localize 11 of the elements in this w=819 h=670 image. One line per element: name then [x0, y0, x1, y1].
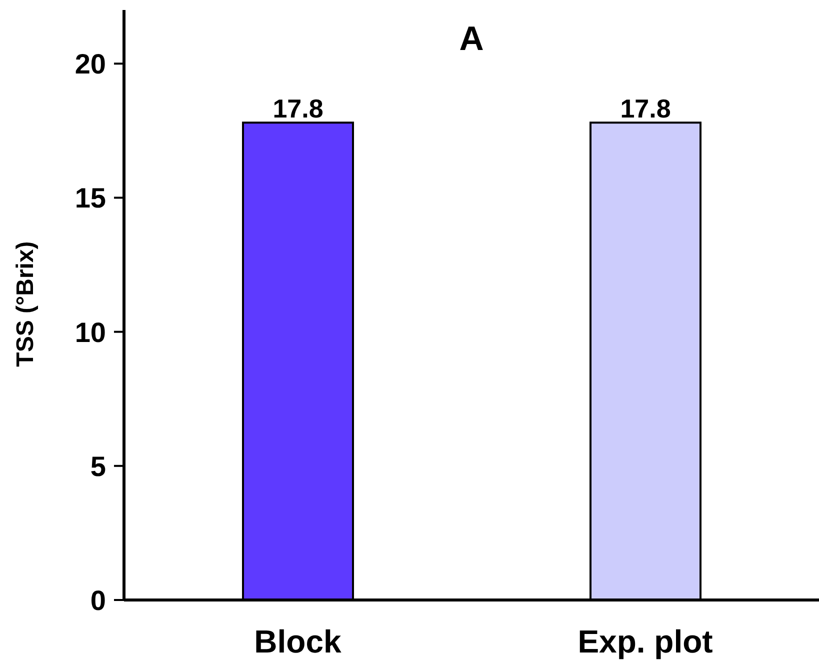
y-tick-label: 20 [74, 48, 106, 80]
y-axis-title: TSS (°Brix) [12, 241, 40, 367]
y-tick-label: 10 [74, 316, 106, 348]
y-tick-label: 0 [90, 584, 106, 616]
data-label: 17.8 [272, 94, 324, 124]
chart-title: A [458, 20, 485, 59]
y-tick-label: 15 [74, 182, 106, 214]
data-label: 17.8 [620, 94, 671, 124]
x-tick-label: Exp. plot [578, 624, 714, 660]
x-tick-label: Block [254, 624, 342, 660]
y-tick-label: 5 [90, 450, 106, 482]
